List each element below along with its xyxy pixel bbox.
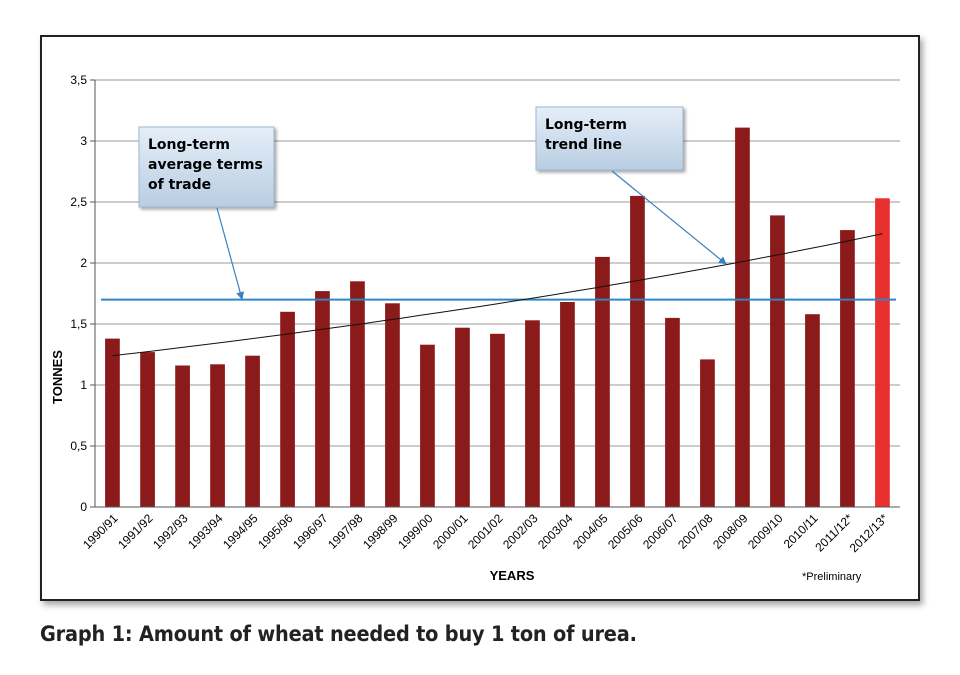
bar-199596 (280, 311, 295, 507)
x-tick-label: 1993/94 (185, 511, 226, 552)
bar-200506 (630, 195, 645, 507)
bar-201213 (875, 198, 890, 508)
y-tick-label: 2,5 (70, 195, 87, 209)
bar-201112 (840, 230, 855, 507)
x-tick-label: 2007/08 (675, 511, 716, 552)
x-axis-title: YEARS (490, 568, 535, 583)
bar-199900 (420, 344, 435, 507)
x-tick-label: 2005/06 (605, 511, 646, 552)
y-tick-label: 3 (80, 134, 87, 148)
bar-199495 (245, 355, 260, 507)
bar-200809 (735, 127, 750, 507)
bar-200405 (595, 256, 610, 507)
trend-callout-line-1: Long-term (545, 117, 627, 133)
y-tick-label: 2 (80, 256, 87, 270)
bar-201011 (805, 314, 820, 507)
y-tick-label: 3,5 (70, 73, 87, 87)
x-tick-label: 2008/09 (710, 511, 751, 552)
y-tick-label: 1,5 (70, 317, 87, 331)
x-tick-label: 2012/13* (847, 511, 891, 555)
x-tick-label: 2004/05 (570, 511, 611, 552)
x-tick-label: 2000/01 (430, 511, 471, 552)
trend-callout: Long-term trend line (535, 106, 684, 171)
x-tick-label: 1994/95 (220, 511, 261, 552)
chart-frame: 0 0,5 1 1,5 2 2,5 3 3,5 1990/91 1991/92 1992/93 19… (40, 35, 920, 601)
x-tick-label: 1991/92 (115, 511, 156, 552)
trend-line (112, 233, 883, 357)
y-axis-title: TONNES (50, 350, 65, 404)
bar-199192 (140, 352, 155, 507)
average-callout: Long-term average terms of trade (138, 126, 275, 208)
x-tick-label: 1997/98 (325, 511, 366, 552)
y-axis-ticks: 0 0,5 1 1,5 2 2,5 3 3,5 (70, 73, 95, 514)
y-tick-label: 0 (80, 500, 87, 514)
bar-199899 (385, 303, 400, 507)
x-tick-label: 2003/04 (535, 511, 576, 552)
trend-callout-arrow (611, 170, 727, 265)
x-tick-label: 1990/91 (80, 511, 121, 552)
x-axis-ticks: 1990/911991/921992/931993/941994/951995/… (80, 511, 891, 555)
bar-199091 (105, 338, 120, 507)
bar-200102 (490, 333, 505, 507)
average-callout-line-2: average terms (148, 157, 263, 173)
average-callout-arrow (216, 207, 245, 300)
figure-caption: Graph 1: Amount of wheat needed to buy 1… (40, 622, 637, 646)
x-tick-label: 1995/96 (255, 511, 296, 552)
x-tick-label: 2009/10 (745, 511, 786, 552)
bar-200203 (525, 320, 540, 507)
bar-200910 (770, 215, 785, 507)
bar-199293 (175, 365, 190, 507)
bar-199394 (210, 364, 225, 507)
x-tick-label: 2006/07 (640, 511, 681, 552)
x-tick-label: 2001/02 (465, 511, 506, 552)
x-tick-label: 1999/00 (395, 511, 436, 552)
x-tick-label: 1992/93 (150, 511, 191, 552)
preliminary-footnote: *Preliminary (802, 571, 862, 583)
bar-200001 (455, 327, 470, 507)
bar-200304 (560, 302, 575, 507)
x-tick-label: 1996/97 (290, 511, 331, 552)
bar-200607 (665, 317, 680, 507)
trend-callout-line-2: trend line (545, 137, 622, 153)
bar-200708 (700, 359, 715, 507)
average-callout-line-3: of trade (148, 177, 211, 193)
bar-199798 (350, 281, 365, 507)
x-tick-label: 1998/99 (360, 511, 401, 552)
trend-line-group (112, 233, 883, 357)
axes (94, 80, 900, 508)
bar-199697 (315, 291, 330, 507)
y-tick-label: 1 (80, 378, 87, 392)
y-tick-label: 0,5 (70, 439, 87, 453)
average-callout-line-1: Long-term (148, 137, 230, 153)
x-tick-label: 2002/03 (500, 511, 541, 552)
bar-chart: 00,511,522,533,5 1990/911991/921992/9319… (50, 73, 900, 583)
